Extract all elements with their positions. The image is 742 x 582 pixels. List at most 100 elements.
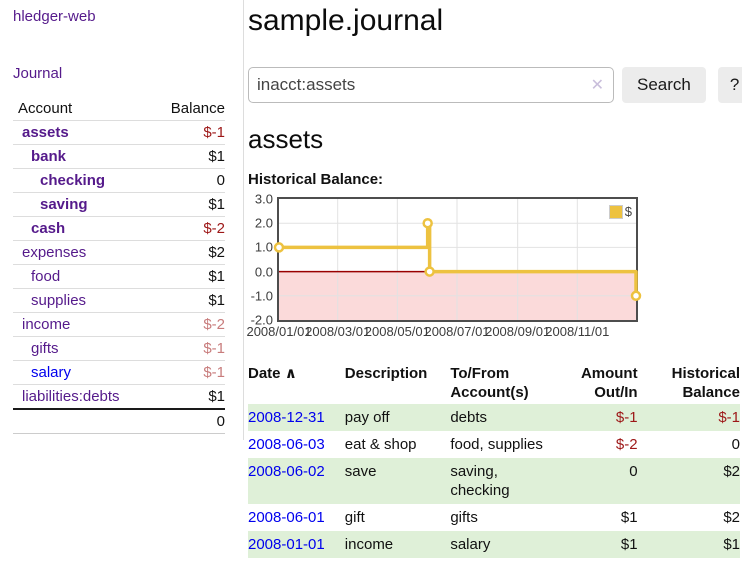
register-table: Date ∧ Description To/From Account(s) Am… [248, 362, 740, 558]
y-axis-tick-label: -1.0 [250, 288, 273, 304]
account-balance: $1 [149, 384, 225, 409]
sidebar: hledger-web Journal Account Balance asse… [0, 0, 244, 440]
register-row: 2008-06-03 eat & shop food, supplies $-2… [248, 431, 740, 458]
transaction-accounts: debts [450, 404, 564, 431]
account-link-bank[interactable]: bank [31, 148, 67, 165]
account-link-salary[interactable]: salary [31, 364, 72, 381]
register-col-date[interactable]: Date ∧ [248, 365, 297, 382]
accounts-header-row: Account Balance [13, 97, 225, 121]
account-balance: $1 [149, 264, 225, 289]
register-row: 2008-06-02 save saving, checking 0 $2 [248, 458, 740, 504]
account-balance: $2 [149, 240, 225, 265]
transaction-accounts: salary [450, 531, 564, 558]
register-col-accounts: To/From Account(s) [450, 365, 529, 401]
help-button[interactable]: ? [717, 67, 742, 103]
account-balance: $1 [149, 144, 225, 169]
account-balance: 0 [149, 168, 225, 193]
search-form: ✕ Search ? [248, 67, 742, 103]
transaction-date-link[interactable]: 2008-06-03 [248, 436, 325, 453]
account-link-food[interactable]: food [31, 268, 61, 285]
search-button[interactable]: Search [622, 67, 706, 103]
y-axis-tick-label: 3.0 [254, 191, 273, 207]
transaction-balance: $2 [637, 458, 740, 504]
account-balance: $-1 [149, 360, 225, 385]
account-row-gifts: gifts $-1 [13, 336, 225, 361]
account-link-gifts[interactable]: gifts [31, 340, 59, 357]
y-axis-tick-label: -2.0 [250, 312, 273, 328]
transaction-description: pay off [344, 404, 451, 431]
register-col-amount: Amount Out/In [580, 365, 638, 401]
accounts-col-balance: Balance [170, 100, 225, 117]
account-row-saving: saving $1 [13, 192, 225, 217]
register-row: 2008-06-01 gift gifts $1 $2 [248, 504, 740, 531]
transaction-amount: $-2 [615, 436, 638, 453]
account-balance: $1 [149, 288, 225, 313]
account-row-salary: salary $-1 [13, 360, 225, 385]
account-heading: assets [248, 124, 324, 154]
brand-link[interactable]: hledger-web [13, 8, 96, 25]
account-balance: $-1 [149, 120, 225, 145]
x-axis-tick-label: 2008/05/01 [364, 324, 430, 339]
accounts-total: 0 [149, 408, 225, 434]
account-row-liabilities-debts: liabilities:debts $1 [13, 384, 225, 409]
x-axis-tick-label: 2008/09/01 [485, 324, 551, 339]
account-link-liabilities-debts[interactable]: liabilities:debts [22, 388, 120, 405]
x-axis-tick-label: 2008/07/01 [424, 324, 490, 339]
legend-swatch-icon [608, 204, 623, 219]
transaction-accounts: food, supplies [450, 436, 543, 453]
transaction-balance: $1 [637, 531, 740, 558]
account-balance: $-2 [149, 216, 225, 241]
account-row-bank: bank $1 [13, 144, 225, 169]
transaction-amount: $-1 [563, 404, 638, 431]
account-link-assets[interactable]: assets [22, 124, 69, 141]
y-axis-tick-label: 1.0 [254, 239, 273, 255]
transaction-accounts: gifts [450, 509, 478, 526]
transaction-balance: 0 [731, 436, 740, 453]
clear-search-icon[interactable]: ✕ [590, 77, 604, 94]
transaction-date-link[interactable]: 2008-06-01 [248, 509, 325, 526]
register-header-row: Date ∧ Description To/From Account(s) Am… [248, 362, 740, 404]
x-axis-tick-label: 2008/11/01 [545, 324, 610, 339]
account-link-expenses[interactable]: expenses [22, 244, 87, 261]
transaction-description: gift [344, 509, 365, 526]
main-content: sample.journal ✕ Search ? assets Histori… [246, 0, 742, 558]
account-link-supplies[interactable]: supplies [31, 292, 87, 309]
transaction-accounts: saving, checking [450, 458, 564, 504]
transaction-amount: 0 [563, 458, 638, 504]
account-balance: $-1 [149, 336, 225, 361]
account-row-expenses: expenses $2 [13, 240, 225, 265]
transaction-description: income [344, 531, 451, 558]
transaction-amount: $1 [563, 531, 638, 558]
account-link-saving[interactable]: saving [40, 196, 88, 213]
transaction-balance: $2 [723, 509, 740, 526]
account-link-cash[interactable]: cash [31, 220, 66, 237]
x-axis-tick-label: 2008/01/01 [246, 324, 312, 339]
transaction-date-link[interactable]: 2008-12-31 [248, 409, 325, 426]
register-col-balance: Historical Balance [671, 365, 740, 401]
accounts-table: Account Balance assets $-1 bank $1 check… [13, 97, 225, 434]
transaction-date-link[interactable]: 2008-06-02 [248, 463, 325, 480]
search-input[interactable] [248, 67, 614, 103]
y-axis-tick-label: 2.0 [254, 215, 273, 231]
account-row-assets: assets $-1 [13, 120, 225, 145]
transaction-date-link[interactable]: 2008-01-01 [248, 536, 325, 553]
account-link-income[interactable]: income [22, 316, 71, 333]
y-axis-tick-label: 0.0 [254, 264, 273, 280]
account-row-supplies: supplies $1 [13, 288, 225, 313]
transaction-description: save [344, 458, 451, 504]
accounts-total-row: 0 [13, 408, 225, 434]
account-row-cash: cash $-2 [13, 216, 225, 241]
register-row: 2008-12-31 pay off debts $-1 $-1 [248, 404, 740, 431]
transaction-amount: $1 [620, 509, 638, 526]
transaction-description: eat & shop [344, 436, 417, 453]
account-row-income: income $-2 [13, 312, 225, 337]
account-link-checking[interactable]: checking [40, 172, 106, 189]
chart-title: Historical Balance: [248, 171, 384, 188]
sidebar-item-journal[interactable]: Journal [13, 65, 63, 82]
legend-label: $ [624, 204, 632, 219]
historical-balance-chart: $ 3.0 2.0 1.0 0.0 -1.0 -2.0 2008/01/01 2008/03… [246, 192, 740, 347]
transaction-balance: $-1 [637, 404, 740, 431]
register-row: 2008-01-01 income salary $1 $1 [248, 531, 740, 558]
page-title: sample.journal [248, 4, 444, 37]
sort-asc-icon: ∧ [284, 365, 297, 382]
